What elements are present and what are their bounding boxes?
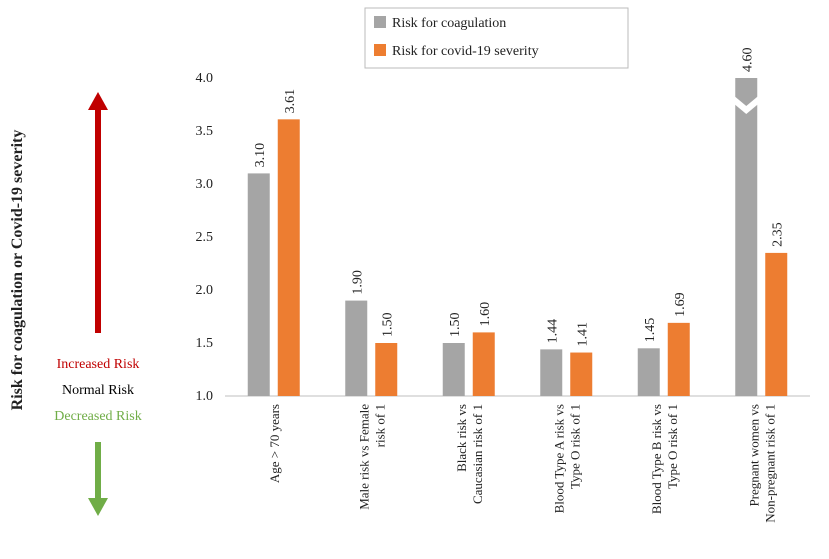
- bar: [472, 332, 495, 396]
- bar: [667, 322, 690, 396]
- x-tick-label: Type O risk of 1: [665, 404, 680, 489]
- bar: [765, 252, 788, 396]
- y-tick-label: 2.5: [196, 230, 214, 245]
- value-label: 1.90: [350, 270, 365, 295]
- bar: [277, 119, 300, 396]
- value-label: 1.60: [478, 302, 493, 327]
- value-label: 3.10: [253, 143, 268, 168]
- value-label: 3.61: [283, 89, 298, 114]
- y-tick-label: 4.0: [196, 71, 214, 86]
- x-tick-label: Caucasian risk of 1: [470, 404, 485, 504]
- value-label: 2.35: [770, 222, 785, 247]
- bar: [570, 352, 593, 396]
- legend-label: Risk for covid-19 severity: [392, 44, 539, 59]
- decrease-arrow: [88, 442, 108, 516]
- value-label: 1.69: [673, 292, 688, 317]
- x-tick-label: Male risk vs Female: [356, 404, 371, 510]
- bars: [247, 78, 788, 397]
- value-label: 1.50: [380, 313, 395, 338]
- value-label: 1.45: [643, 318, 658, 343]
- value-label: 1.50: [448, 313, 463, 338]
- y-tick-label: 1.0: [196, 389, 214, 404]
- value-label: 4.60: [740, 48, 755, 73]
- x-tick-label: Type O risk of 1: [567, 404, 582, 489]
- bar: [442, 343, 465, 396]
- y-tick-label: 3.0: [196, 177, 214, 192]
- x-tick-label: Age > 70 years: [267, 404, 282, 483]
- normal-risk-label: Normal Risk: [62, 383, 134, 398]
- bar: [540, 349, 563, 396]
- decreased-risk-label: Decreased Risk: [54, 409, 141, 424]
- x-tick-label: Blood Type A risk vs: [551, 404, 566, 513]
- bar: [735, 78, 758, 397]
- x-tick-label: Non-pregnant risk of 1: [762, 404, 777, 523]
- x-tick-label: Blood Type B risk vs: [649, 404, 664, 514]
- legend-box: [364, 7, 629, 69]
- y-tick-label: 2.0: [196, 283, 214, 298]
- y-tick-label: 3.5: [196, 124, 214, 139]
- x-tick-label: risk of 1: [372, 404, 387, 447]
- y-axis-title: Risk for coagulation or Covid-19 severit…: [9, 130, 26, 411]
- bar: [345, 300, 368, 396]
- legend-swatch: [374, 16, 386, 28]
- legend-label: Risk for coagulation: [392, 16, 506, 31]
- x-tick-label: Black risk vs: [454, 404, 469, 472]
- increased-risk-label: Increased Risk: [57, 357, 140, 372]
- increase-arrow: [88, 92, 108, 333]
- y-tick-label: 1.5: [196, 336, 214, 351]
- legend-swatch: [374, 44, 386, 56]
- bar: [637, 348, 660, 396]
- axis-break: [734, 96, 759, 114]
- value-label: 1.44: [545, 319, 560, 344]
- x-tick-label: Pregnant women vs: [746, 404, 761, 507]
- bar: [247, 173, 270, 396]
- value-label: 1.41: [575, 322, 590, 347]
- bar: [375, 343, 398, 396]
